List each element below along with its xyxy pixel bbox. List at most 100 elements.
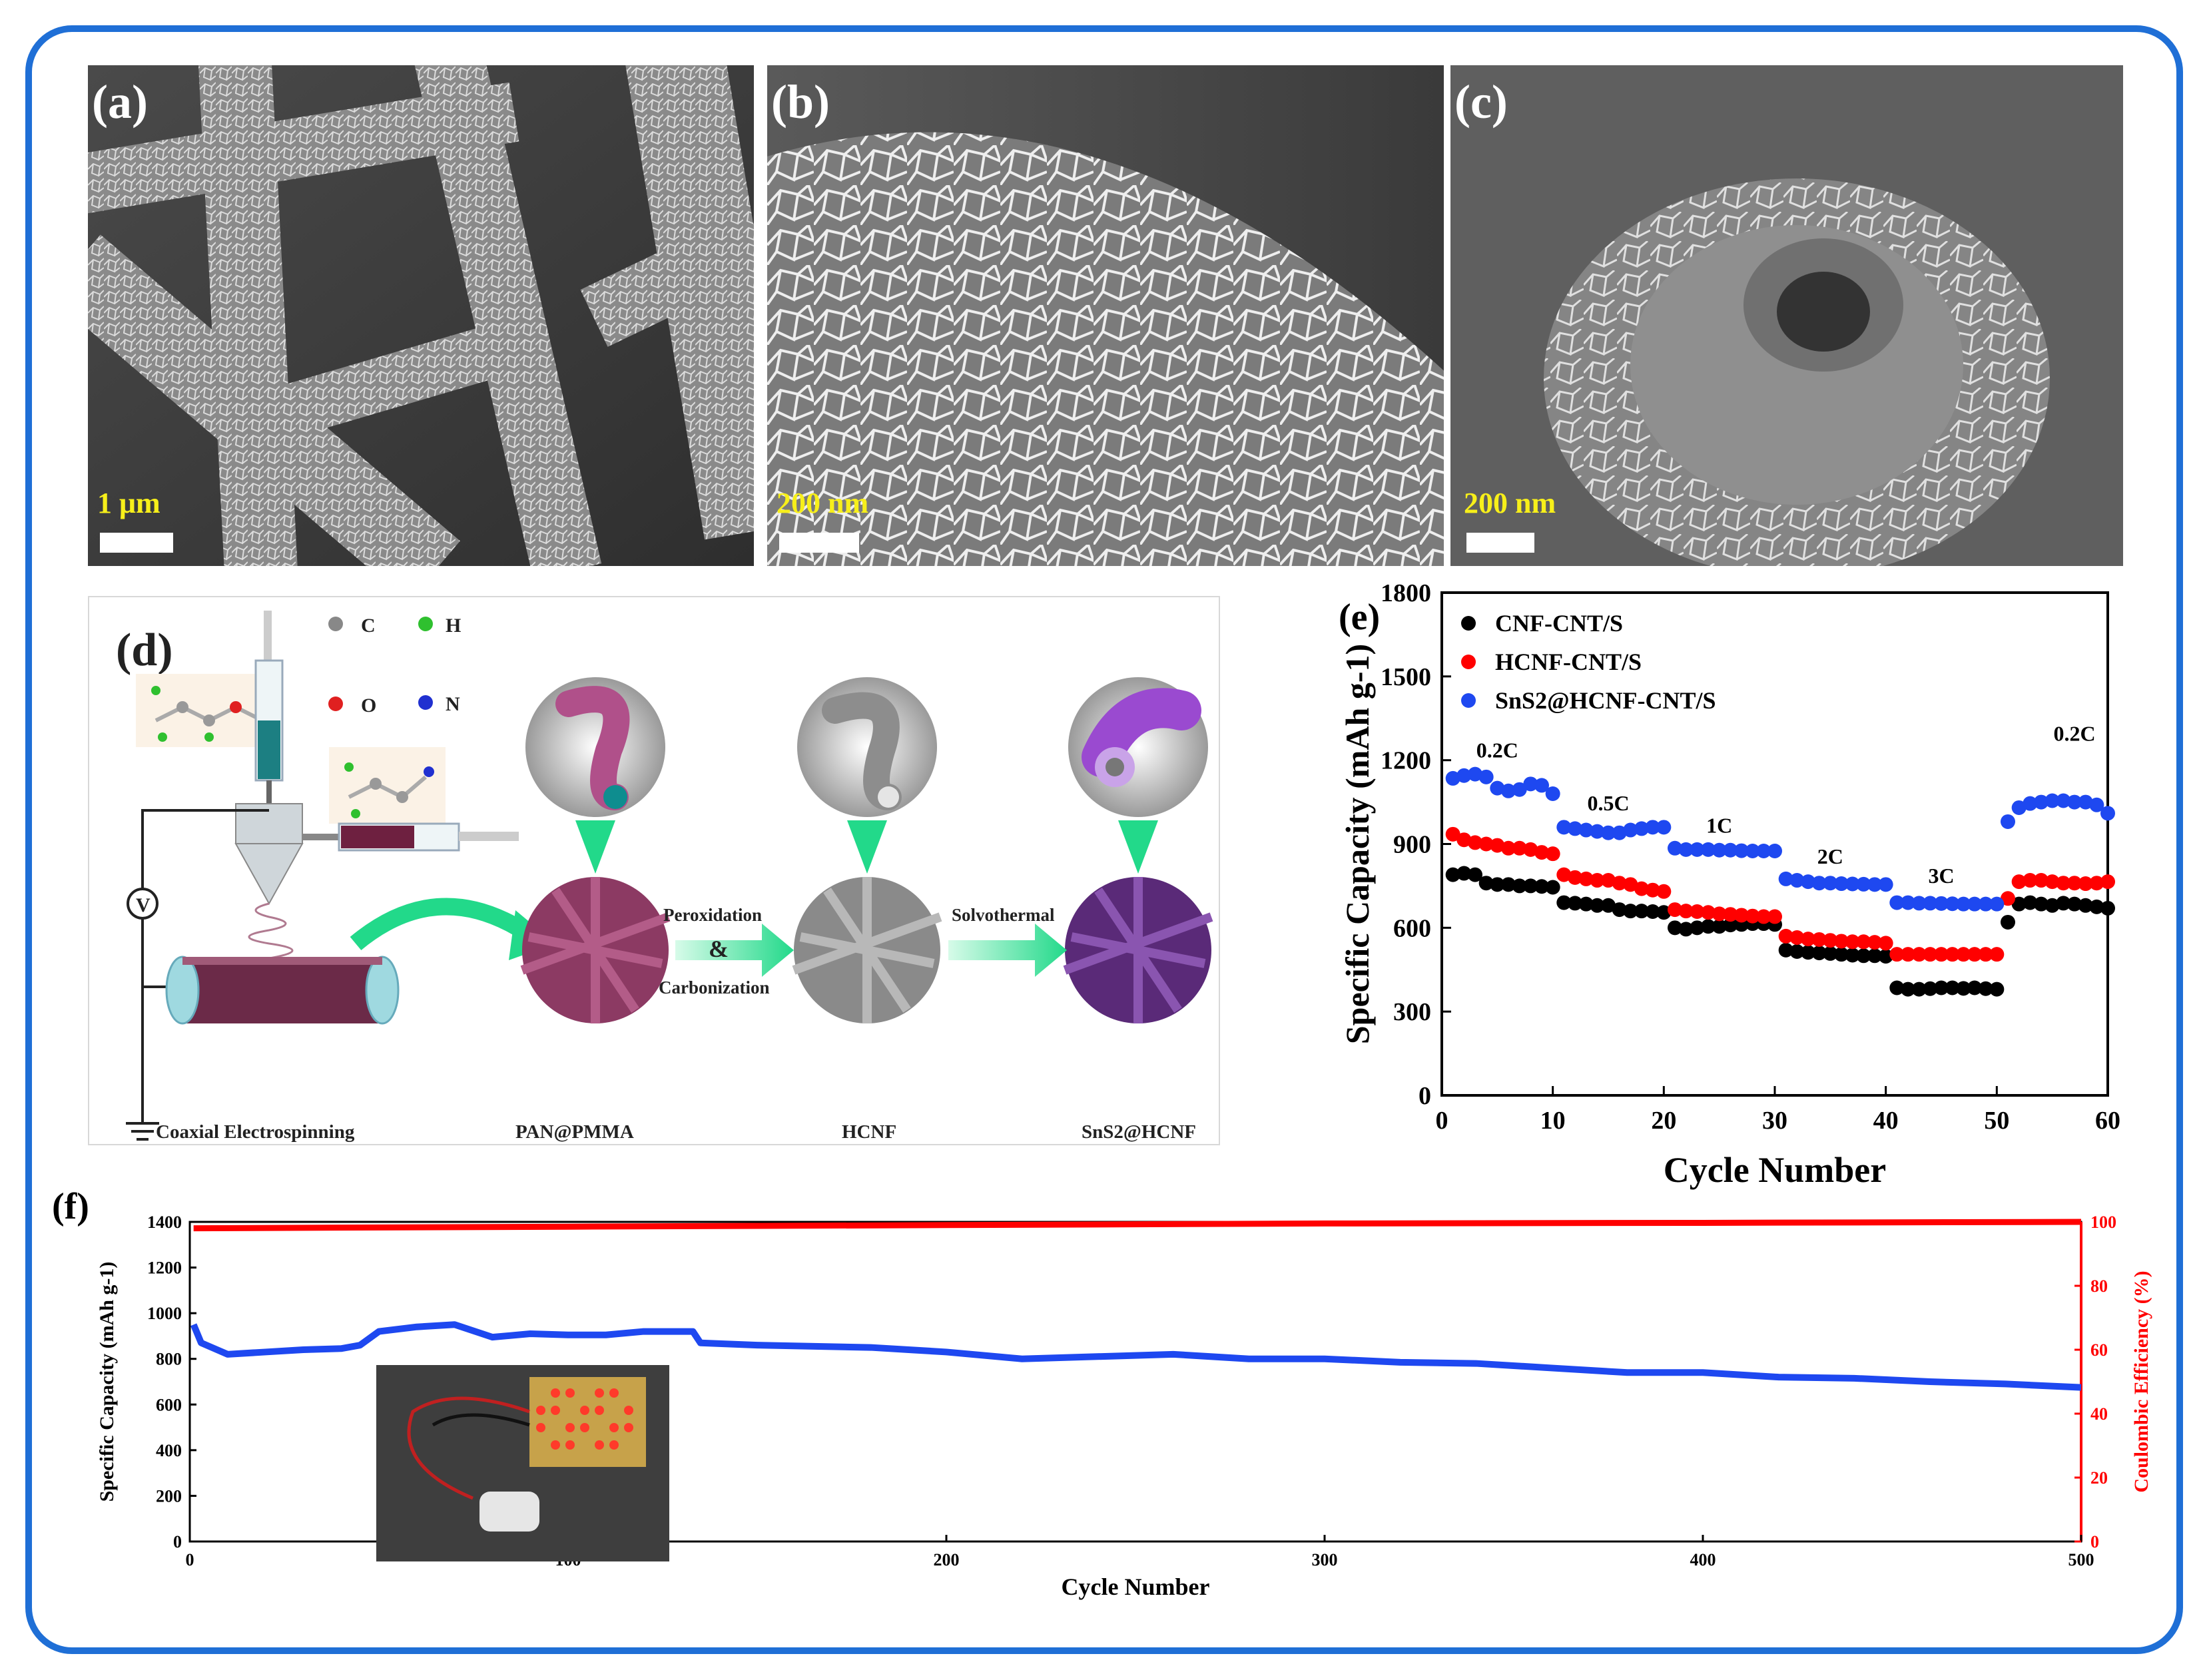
data-point-e (1889, 947, 1905, 962)
nitrogen-atom-icon (418, 695, 433, 710)
atom-c-label: C (361, 615, 376, 637)
data-point-e (2011, 896, 2027, 912)
data-point-e (1478, 876, 1494, 891)
rate-annotation-e: 3C (1928, 864, 1954, 888)
legend-label-e: CNF-CNT/S (1495, 610, 1623, 637)
data-point-e (1623, 904, 1638, 919)
data-point-e (1789, 944, 1805, 959)
data-point-e (1634, 821, 1649, 836)
data-point-e (1823, 876, 1838, 891)
data-point-e (2056, 793, 2071, 808)
data-point-e (1478, 836, 1494, 852)
data-point-e (1945, 896, 1960, 912)
data-point-e (1767, 909, 1782, 924)
data-point-e (1911, 947, 1927, 962)
data-point-e (2011, 800, 2027, 815)
data-point-e (1590, 873, 1605, 888)
data-point-e (1468, 835, 1482, 850)
scale-bar-a (100, 533, 173, 553)
data-point-e (1645, 904, 1660, 920)
data-point-e (2067, 876, 2082, 891)
data-point-e (2045, 874, 2060, 890)
data-point-e (1756, 843, 1771, 858)
data-point-e (1878, 877, 1893, 892)
data-point-e (1945, 947, 1960, 962)
rate-capability-chart: (e)0 10 20 30 40 50 600300600900120015001800Cy… (1339, 583, 2120, 1190)
data-point-e (1690, 904, 1705, 920)
data-point-e (1656, 905, 1672, 920)
data-point-e (1934, 980, 1949, 995)
data-point-e (1845, 934, 1860, 950)
data-point-e (1612, 876, 1627, 891)
scale-label-b: 200 nm (777, 487, 869, 519)
data-point-e (1456, 866, 1472, 881)
data-point-e (1701, 842, 1716, 857)
efficiency-line-f (193, 1219, 2082, 1232)
data-point-e (1501, 877, 1516, 892)
data-point-e (1578, 896, 1594, 912)
data-point-e (1923, 896, 1938, 911)
data-point-e (1556, 820, 1572, 835)
panel-label-f: (f) (52, 1186, 89, 1227)
atom-o-label: O (361, 695, 376, 716)
data-point-e (1612, 902, 1627, 918)
data-point-e (1556, 895, 1572, 910)
syringe-vertical-icon (254, 611, 284, 807)
data-point-e (1512, 782, 1527, 797)
data-point-e (1867, 935, 1882, 950)
legend-marker-e (1461, 693, 1476, 708)
x-tick-label-f: 500 (2068, 1550, 2094, 1569)
y-tick-label-f: 1200 (147, 1259, 182, 1278)
data-point-e (1678, 904, 1694, 919)
data-point-e (1923, 947, 1938, 962)
data-point-e (1801, 932, 1815, 947)
data-point-e (2089, 899, 2104, 914)
y-tick-label-f: 1400 (147, 1213, 182, 1232)
data-point-e (1845, 948, 1860, 963)
scale-label-c: 200 nm (1464, 487, 1556, 519)
rate-annotation-e: 0.2C (1476, 738, 1518, 762)
data-point-e (1956, 981, 1971, 996)
data-point-e (1656, 884, 1672, 899)
figure-frame (25, 25, 2183, 1654)
data-point-e (2078, 898, 2093, 913)
data-point-e (1545, 786, 1560, 801)
data-point-e (2089, 876, 2104, 891)
data-point-e (1901, 895, 1915, 910)
data-point-e (1712, 919, 1727, 934)
data-point-e (1956, 896, 1971, 912)
circuit-wire (141, 809, 269, 1123)
y2-tick-label-f: 60 (2090, 1340, 2108, 1360)
data-point-e (2023, 873, 2038, 888)
data-point-e (1923, 981, 1938, 996)
data-point-e (1445, 770, 1460, 786)
data-point-e (2045, 898, 2060, 913)
data-point-e (1545, 846, 1560, 862)
data-point-e (1512, 878, 1527, 894)
data-point-e (1911, 896, 1927, 911)
data-point-e (1523, 776, 1538, 792)
data-point-e (1834, 876, 1849, 892)
sem-image-hollow-fiber (1450, 65, 2123, 566)
data-point-e (2100, 874, 2115, 890)
data-point-e (2011, 874, 2027, 890)
y2-tick-label-f: 80 (2090, 1276, 2108, 1296)
data-point-e (1778, 871, 1793, 886)
data-point-e (1734, 908, 1749, 923)
y-tick-label-e: 300 (1393, 998, 1431, 1026)
data-point-e (1490, 838, 1505, 853)
data-point-e (1690, 920, 1705, 936)
y-tick-label-f: 200 (156, 1486, 182, 1506)
hydrogen-atom-icon (418, 617, 433, 631)
data-point-e (1656, 820, 1672, 835)
legend-marker-e (1461, 655, 1476, 669)
data-point-e (1789, 873, 1805, 888)
y-tick-label-f: 400 (156, 1441, 182, 1460)
caption-sns2-hcnf: SnS2@HCNF (1082, 1121, 1196, 1143)
sem-panel-c: (c) 200 nm (1450, 65, 2123, 566)
x-tick-label-e: 10 (1540, 1107, 1566, 1135)
solvothermal-label: Solvothermal (952, 905, 1055, 925)
data-point-e (1501, 840, 1516, 856)
sem-panel-a: (a) 1 μm (88, 65, 754, 566)
atom-n-label: N (446, 693, 460, 715)
